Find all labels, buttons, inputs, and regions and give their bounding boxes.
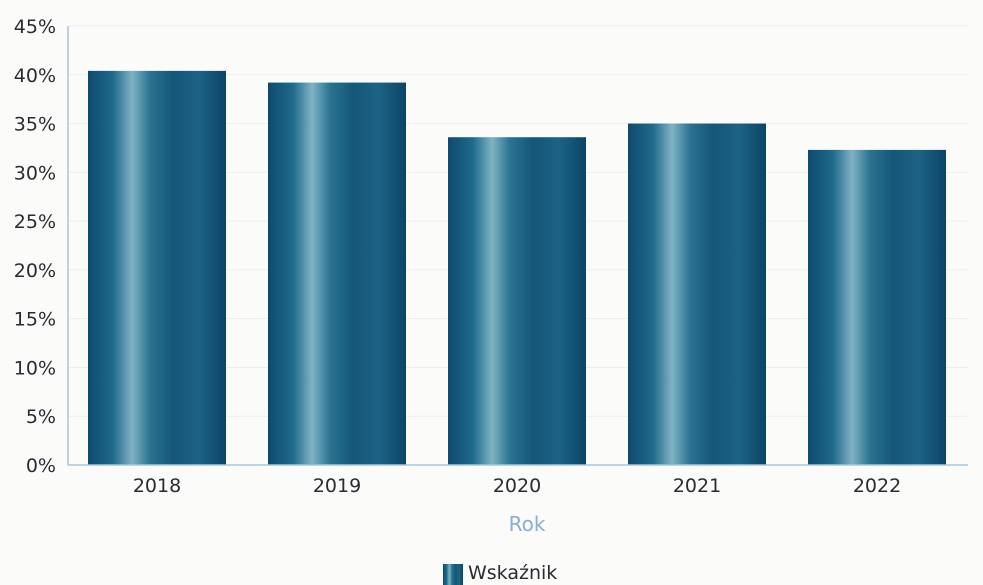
y-tick-label: 40%: [14, 65, 56, 87]
y-tick-label: 20%: [14, 260, 56, 282]
y-tick-label: 35%: [14, 114, 56, 136]
legend: Wskaźnik: [443, 562, 557, 585]
bar-2022: [808, 149, 946, 465]
x-tick-label: 2021: [673, 475, 721, 497]
x-tick-label: 2020: [493, 475, 541, 497]
y-tick-label: 30%: [14, 162, 56, 184]
y-tick-labels: 0% 5% 10% 15% 20% 25% 30% 35% 40% 45%: [14, 16, 56, 477]
bar-2021: [628, 123, 766, 466]
legend-label: Wskaźnik: [468, 562, 557, 584]
x-tick-label: 2022: [853, 475, 901, 497]
legend-swatch: [443, 564, 463, 585]
x-axis-title: Rok: [509, 512, 546, 536]
y-tick-label: 5%: [26, 406, 56, 428]
x-tick-label: 2019: [313, 475, 361, 497]
y-tick-label: 0%: [26, 455, 56, 477]
bar-2018: [88, 70, 226, 466]
bars: [88, 70, 946, 466]
y-tick-label: 10%: [14, 357, 56, 379]
y-tick-label: 45%: [14, 16, 56, 38]
axes: [67, 26, 968, 466]
bar-2019: [268, 82, 406, 466]
x-tick-label: 2018: [133, 475, 181, 497]
bar-2020: [448, 137, 586, 466]
y-tick-label: 25%: [14, 211, 56, 233]
y-tick-label: 15%: [14, 309, 56, 331]
x-tick-labels: 2018 2019 2020 2021 2022: [133, 475, 901, 497]
